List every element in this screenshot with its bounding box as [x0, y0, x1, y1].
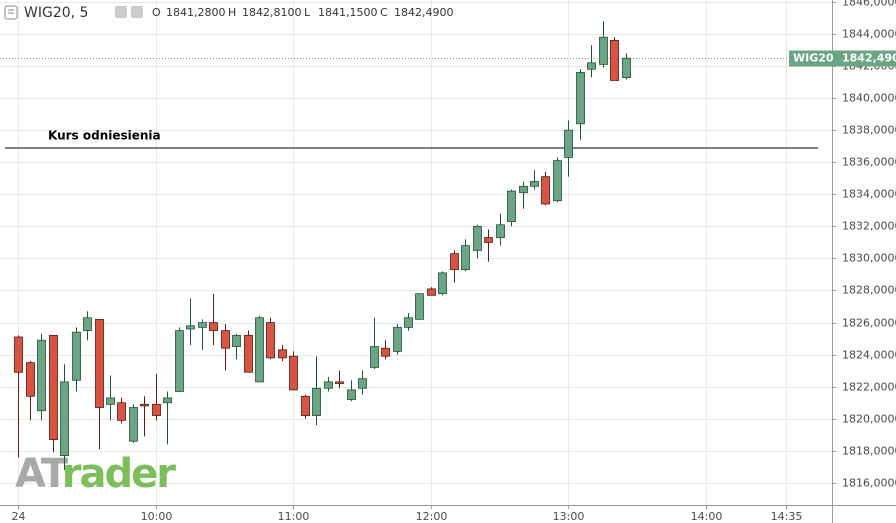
y-tick-label: 1828,0000 — [842, 284, 896, 297]
y-tick-label: 1826,0000 — [842, 317, 896, 330]
candle-body — [244, 334, 253, 373]
ohlc-value: 1841,1500 — [318, 6, 378, 19]
y-tick-label: 1830,0000 — [842, 252, 896, 265]
candle-body — [312, 387, 321, 416]
candle-body — [60, 381, 69, 457]
candle-body — [541, 176, 550, 205]
candle-body — [587, 62, 596, 70]
y-tick-label: 1818,0000 — [842, 445, 896, 458]
candle-body — [358, 378, 367, 389]
candle-body — [450, 253, 459, 271]
candle-body — [564, 129, 573, 158]
x-tick-label: 12:00 — [416, 510, 448, 523]
candle-body — [37, 339, 46, 412]
watermark-second: rader — [62, 451, 176, 497]
candle-body — [301, 395, 310, 416]
ohlc-value: 1842,4900 — [394, 6, 454, 19]
candle-body — [278, 349, 287, 359]
y-tick-label: 1822,0000 — [842, 381, 896, 394]
candle-body — [622, 57, 631, 78]
y-tick-label: 1836,0000 — [842, 156, 896, 169]
candle-body — [140, 403, 149, 407]
x-tick-label: 24 — [12, 510, 26, 523]
x-tick-label: 10:00 — [141, 510, 173, 523]
symbol: WIG20, 5 — [24, 5, 88, 21]
x-tick-label: 13:00 — [553, 510, 585, 523]
candle-body — [393, 326, 402, 352]
watermark: ATrader — [15, 451, 176, 497]
y-tick-label: 1844,0000 — [842, 28, 896, 41]
candle-body — [255, 317, 264, 383]
candle-body — [129, 407, 138, 442]
candle-body — [266, 322, 275, 359]
candle-body — [381, 347, 390, 357]
candle-body — [507, 190, 516, 222]
candle-body — [473, 225, 482, 251]
reference-label: Kurs odniesienia — [48, 128, 161, 142]
candle-body — [289, 355, 298, 391]
candle-body — [415, 293, 424, 320]
candle-body — [186, 325, 195, 330]
candle-body — [106, 397, 115, 405]
candle-body — [427, 288, 436, 296]
watermark-first: AT — [15, 451, 69, 497]
candle-body — [576, 72, 585, 125]
y-tick-label: 1820,0000 — [842, 413, 896, 426]
candle-body — [198, 322, 207, 328]
candle-body — [324, 381, 333, 389]
ohlc-letter: C — [380, 6, 388, 19]
candle-body — [49, 334, 58, 440]
y-tick-label: 1816,0000 — [842, 477, 896, 490]
candle-body — [152, 403, 161, 416]
candle-body — [26, 362, 35, 397]
y-tick-label: 1838,0000 — [842, 124, 896, 137]
candle-body — [553, 160, 562, 202]
y-tick-label: 1824,0000 — [842, 349, 896, 362]
eye-icon[interactable] — [115, 6, 127, 18]
candle-body — [175, 330, 184, 392]
candle-body — [209, 322, 218, 331]
candle-body — [14, 336, 23, 373]
ohlc-letter: O — [152, 6, 161, 19]
candle-body — [232, 334, 241, 348]
candle-body — [347, 389, 356, 400]
candle-body — [484, 237, 493, 243]
candle-body — [530, 181, 539, 187]
candle-body — [519, 185, 528, 194]
ohlc-value: 1842,8100 — [242, 6, 302, 19]
y-tick-label: 1846,0000 — [842, 0, 896, 9]
candle-body — [221, 330, 230, 349]
candle-body — [95, 318, 104, 408]
candle-body — [599, 36, 608, 65]
ohlc-value: 1841,2800 — [166, 6, 226, 19]
candle-body — [370, 346, 379, 368]
price-tag — [789, 50, 896, 67]
x-tick-label: 14:35 — [771, 510, 803, 523]
candle-body — [163, 397, 172, 404]
ohlc-letter: H — [228, 6, 236, 19]
candle-body — [610, 40, 619, 81]
candle-body — [438, 272, 447, 295]
candle-body — [117, 402, 126, 421]
candle-body — [461, 245, 470, 271]
ohlc-letter: L — [304, 6, 311, 19]
y-tick-label: 1840,0000 — [842, 92, 896, 105]
candle-body — [496, 224, 505, 238]
price-tag-label: 1842,4900 — [842, 52, 896, 65]
y-tick-label: 1832,0000 — [842, 220, 896, 233]
y-tick-label: 1834,0000 — [842, 188, 896, 201]
grid — [0, 0, 832, 505]
candle-body — [72, 331, 81, 381]
x-tick-label: 11:00 — [278, 510, 310, 523]
candle-body — [404, 317, 413, 328]
candle-body — [335, 381, 344, 384]
x-tick-label: 14:00 — [691, 510, 723, 523]
candle-body — [83, 317, 92, 331]
price-tag-name: WIG20 — [793, 52, 834, 65]
settings-icon[interactable] — [131, 6, 143, 18]
